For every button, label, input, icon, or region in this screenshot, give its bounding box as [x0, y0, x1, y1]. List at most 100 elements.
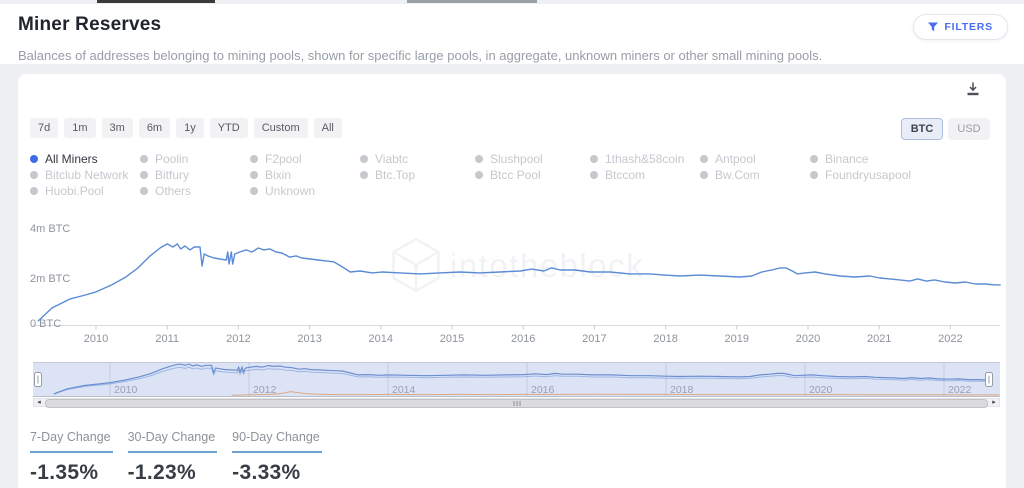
scrollbar-thumb[interactable]: [45, 399, 988, 408]
legend-item[interactable]: Bixin: [250, 167, 360, 183]
legend-column: F2pool Bixin Unknown: [250, 151, 360, 199]
legend-item[interactable]: Antpool: [700, 151, 810, 167]
scrollbar-grip-icon[interactable]: [513, 401, 520, 406]
x-axis-label: 2012: [226, 333, 250, 345]
x-axis-label: 2019: [725, 333, 749, 345]
stat-block: 30-Day Change -1.23%: [127, 430, 218, 485]
legend-item-label: Bw.Com: [715, 168, 760, 182]
range-button-1m[interactable]: 1m: [64, 118, 96, 138]
navigator-right-handle[interactable]: [985, 372, 993, 387]
range-button-6m[interactable]: 6m: [138, 118, 171, 138]
download-button[interactable]: [964, 81, 982, 99]
legend-item[interactable]: Btc.Top: [360, 167, 475, 183]
navigator-year-label: 2010: [114, 384, 138, 396]
legend-item-label: Unknown: [265, 184, 316, 198]
range-buttons: 7d 1m 3m 6m 1y YTD Custom All: [30, 118, 348, 138]
stat-label: 90-Day Change: [232, 430, 322, 453]
navigator-year-label: 2012: [253, 384, 277, 396]
x-axis-label: 2014: [369, 333, 393, 345]
legend-item[interactable]: Binance: [810, 151, 994, 167]
navigator[interactable]: 2010 2012 2014 2016 2018 2020 2022: [33, 362, 1000, 397]
navigator-year-label: 2020: [809, 384, 833, 396]
legend: All Miners Bitclub Network Huobi.Pool Pooli…: [30, 151, 994, 199]
scrollbar[interactable]: ◂ ▸: [33, 398, 1000, 408]
range-button-custom[interactable]: Custom: [253, 118, 308, 138]
legend-item[interactable]: F2pool: [250, 151, 360, 167]
series-line-all-miners: [37, 243, 1001, 322]
y-axis-label: 2m BTC: [30, 273, 70, 285]
navigator-year-label: 2016: [531, 384, 555, 396]
range-button-7d[interactable]: 7d: [30, 118, 59, 138]
legend-item[interactable]: Bw.Com: [700, 167, 810, 183]
scroll-left-arrow-icon[interactable]: ◂: [37, 399, 41, 406]
legend-item-label: Poolin: [155, 152, 189, 166]
legend-item-label: Binance: [825, 152, 869, 166]
stat-value: -1.23%: [127, 461, 196, 484]
legend-item-label: Bitclub Network: [45, 168, 129, 182]
legend-item[interactable]: Foundryusapool: [810, 167, 994, 183]
legend-item[interactable]: Btcc Pool: [475, 167, 590, 183]
legend-dot-icon: [810, 155, 818, 163]
legend-column: Viabtc Btc.Top: [360, 151, 475, 199]
range-button-1y[interactable]: 1y: [176, 118, 204, 138]
x-axis-label: 2021: [867, 333, 891, 345]
page-subtitle: Balances of addresses belonging to minin…: [18, 48, 823, 63]
legend-dot-icon: [250, 187, 258, 195]
legend-column: Antpool Bw.Com: [700, 151, 810, 199]
legend-item[interactable]: Slushpool: [475, 151, 590, 167]
legend-item-label: Btcc Pool: [490, 168, 541, 182]
main-chart[interactable]: intotheblock 2010 2011 2012 2013 2014 2015 2016…: [18, 209, 1006, 357]
legend-item-label: Huobi.Pool: [45, 184, 104, 198]
legend-dot-icon: [30, 171, 38, 179]
range-button-3m[interactable]: 3m: [101, 118, 133, 138]
legend-item[interactable]: Btccom: [590, 167, 700, 183]
x-axis-label: 2015: [440, 333, 464, 345]
stat-block: 90-Day Change -3.33%: [232, 430, 322, 485]
x-axis-label: 2017: [582, 333, 606, 345]
x-axis-label: 2013: [297, 333, 321, 345]
unit-toggle: BTC USD: [896, 118, 990, 140]
legend-dot-icon: [140, 187, 148, 195]
legend-item[interactable]: Viabtc: [360, 151, 475, 167]
range-button-ytd[interactable]: YTD: [209, 118, 248, 138]
legend-dot-icon: [140, 171, 148, 179]
legend-dot-icon: [590, 155, 598, 163]
navigator-minor-series-line: [231, 391, 1000, 396]
legend-item-label: Bitfury: [155, 168, 190, 182]
legend-item[interactable]: Poolin: [140, 151, 250, 167]
legend-dot-icon: [250, 171, 258, 179]
x-axis-label: 2018: [653, 333, 677, 345]
scroll-right-arrow-icon[interactable]: ▸: [992, 399, 996, 406]
navigator-year-label: 2022: [948, 384, 972, 396]
download-icon: [967, 82, 979, 96]
unit-toggle-usd[interactable]: USD: [948, 118, 990, 140]
navigator-left-handle[interactable]: [34, 372, 42, 387]
range-button-all[interactable]: All: [313, 118, 342, 138]
navigator-year-label: 2018: [670, 384, 694, 396]
unit-toggle-btc[interactable]: BTC: [901, 118, 943, 140]
legend-dot-icon: [700, 155, 708, 163]
filters-button[interactable]: FILTERS: [913, 14, 1008, 40]
legend-item[interactable]: Others: [140, 183, 250, 199]
legend-item-label: Antpool: [715, 152, 756, 166]
legend-dot-icon: [30, 155, 38, 163]
legend-item-label: Btc.Top: [375, 168, 416, 182]
legend-column: Poolin Bitfury Others: [140, 151, 250, 199]
filters-button-label: FILTERS: [944, 21, 993, 33]
legend-column: Binance Foundryusapool: [810, 151, 994, 199]
legend-item-label: F2pool: [265, 152, 302, 166]
y-axis-label: 4m BTC: [30, 223, 70, 235]
legend-item[interactable]: Bitfury: [140, 167, 250, 183]
legend-item[interactable]: 1thash&58coin: [590, 151, 700, 167]
legend-item[interactable]: Unknown: [250, 183, 360, 199]
navigator-secondary-line: [53, 366, 993, 395]
legend-item[interactable]: Huobi.Pool: [30, 183, 140, 199]
legend-dot-icon: [360, 155, 368, 163]
legend-column: Slushpool Btcc Pool: [475, 151, 590, 199]
legend-column: 1thash&58coin Btccom: [590, 151, 700, 199]
legend-item[interactable]: All Miners: [30, 151, 140, 167]
legend-column: All Miners Bitclub Network Huobi.Pool: [30, 151, 140, 199]
legend-item[interactable]: Bitclub Network: [30, 167, 140, 183]
chart-card: 7d 1m 3m 6m 1y YTD Custom All BTC USD All Miners…: [18, 74, 1006, 488]
